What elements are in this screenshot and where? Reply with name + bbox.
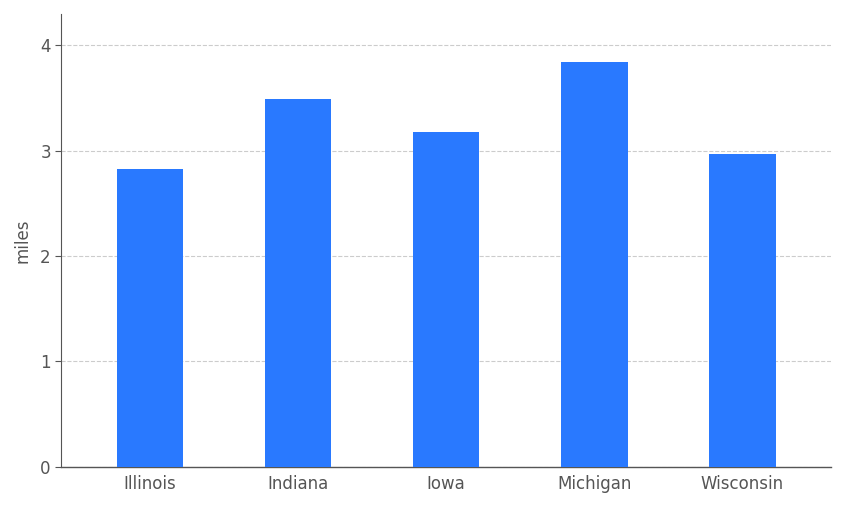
Bar — [560, 62, 627, 467]
Bar — [708, 154, 775, 467]
Bar — [413, 132, 479, 467]
Bar — [264, 99, 331, 467]
Y-axis label: miles: miles — [14, 218, 32, 263]
Bar — [116, 169, 183, 467]
